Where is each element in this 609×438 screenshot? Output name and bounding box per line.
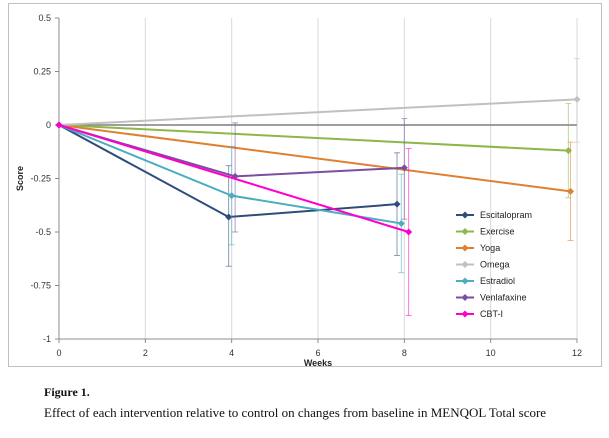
data-point: [400, 164, 408, 172]
legend-item-estradiol: Estradiol: [456, 276, 515, 286]
data-point: [55, 121, 63, 129]
legend-label: Estradiol: [480, 276, 515, 286]
legend-item-cbt-i: CBT-I: [456, 309, 503, 319]
series-yoga: [55, 121, 575, 242]
series-line: [58, 98, 578, 126]
y-tick-label: -1: [43, 334, 51, 344]
x-tick-label: 4: [229, 348, 234, 358]
legend-marker: [461, 277, 469, 285]
data-point: [393, 200, 401, 208]
x-axis-title: Weeks: [304, 358, 332, 368]
legend-item-venlafaxine: Venlafaxine: [456, 293, 527, 303]
legend-marker: [461, 294, 469, 301]
chart-frame: 0.5 0.25 0 -0.25 -0.5 -0.75 -1 0 2 4 6 8 10 12 Escita…: [8, 3, 602, 368]
x-tick-label: 8: [402, 348, 407, 358]
caption-text: Effect of each intervention relative to …: [44, 405, 547, 420]
series-cbt-i: [55, 121, 413, 316]
x-tick-label: 10: [486, 348, 496, 358]
legend-marker: [461, 310, 469, 318]
legend-item-yoga: Yoga: [456, 243, 500, 253]
legend: Escitalopram Exercise Yoga Omega Estradiol Ve…: [456, 210, 532, 319]
y-tick-label: -0.75: [30, 281, 51, 291]
legend-item-escitalopram: Escitalopram: [456, 210, 532, 220]
legend-marker: [461, 228, 469, 235]
series-estradiol: [55, 121, 405, 274]
series-line: [58, 124, 569, 152]
y-tick-label: 0.25: [33, 67, 51, 77]
x-tick-label: 12: [572, 348, 582, 358]
grid-layer: [144, 18, 578, 339]
series-layer: [55, 58, 581, 316]
series-exercise: [55, 103, 572, 199]
data-point: [228, 192, 236, 200]
legend-marker: [461, 261, 469, 268]
y-tick-label: 0.5: [38, 13, 51, 23]
y-tick-label: 0: [46, 120, 51, 130]
figure-caption: Figure 1. Effect of each intervention re…: [44, 385, 584, 422]
x-tick-label: 0: [56, 348, 61, 358]
x-tick-label: 6: [315, 348, 320, 358]
data-point: [405, 228, 413, 236]
legend-marker: [461, 244, 469, 252]
y-axis-title: Score: [15, 166, 25, 191]
legend-label: Escitalopram: [480, 210, 532, 220]
legend-item-omega: Omega: [456, 260, 510, 270]
data-point: [567, 187, 575, 195]
axis-layer: 0.5 0.25 0 -0.25 -0.5 -0.75 -1 0 2 4 6 8 10 12: [30, 13, 582, 358]
legend-label: Omega: [480, 260, 510, 270]
data-point: [225, 213, 233, 221]
y-tick-label: -0.5: [35, 227, 51, 237]
legend-label: Venlafaxine: [480, 293, 527, 303]
data-point: [397, 219, 405, 227]
legend-label: CBT-I: [480, 309, 503, 319]
x-tick-label: 2: [143, 348, 148, 358]
legend-item-exercise: Exercise: [456, 227, 515, 237]
legend-marker: [461, 211, 469, 219]
series-line: [58, 124, 571, 193]
caption-label: Figure 1.: [44, 385, 90, 399]
y-tick-label: -0.25: [30, 174, 51, 184]
legend-label: Yoga: [480, 243, 500, 253]
data-point: [573, 95, 581, 103]
series-line: [58, 124, 409, 233]
legend-label: Exercise: [480, 227, 515, 237]
line-chart: 0.5 0.25 0 -0.25 -0.5 -0.75 -1 0 2 4 6 8 10 12 Escita…: [15, 13, 582, 368]
